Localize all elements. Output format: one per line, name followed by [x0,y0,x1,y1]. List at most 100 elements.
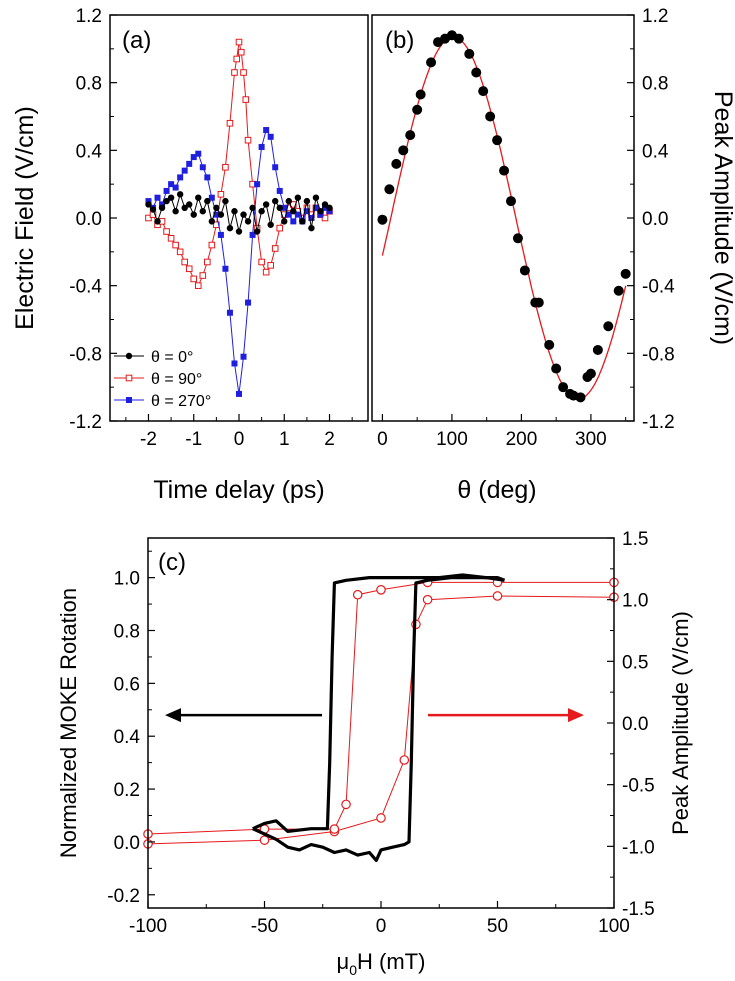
series-1-point-23 [240,69,247,76]
data-point-12 [464,48,475,59]
y-right-tick-label-1: -1.0 [622,837,655,858]
series-0-point-17 [222,197,229,205]
series-1-point-12 [199,272,207,279]
y-tick-label-5: 0.8 [76,74,102,95]
series-2-point-16 [217,231,224,238]
series-0-point-35 [303,197,311,205]
y-left-tick-label-3: 0.4 [114,727,141,748]
series-0-point-14 [208,218,216,225]
y-tick-label-1: -0.8 [69,344,102,365]
series-2-point-3 [159,201,166,208]
y-left-tick-label-1: 0.0 [114,833,140,854]
amplitude-increasing-point-7 [492,591,503,601]
series-0-point-6 [172,208,179,215]
series-0-point-9 [186,201,193,208]
series-0-point-31 [285,197,292,205]
series-2-point-7 [177,174,184,181]
panel-b-xlabel: θ (deg) [457,476,536,504]
series-0-point-40 [326,204,333,212]
series-1-point-30 [267,262,274,269]
series-2-point-2 [154,194,161,201]
series-0-point-2 [154,218,161,225]
series-2-point-39 [322,204,328,211]
y-tick-label-2: -0.4 [642,277,675,298]
series-1-point-0 [145,214,152,222]
panel-c-axes: -100 -50 0 50 100 -0.2 0.0 0.2 0.4 0.6 0.8 1.0 -1.5 -… [107,529,655,937]
series-1-point-29 [262,268,270,276]
data-point-15 [485,111,496,122]
series-1-point-22 [237,48,245,56]
amplitude-decreasing-point-3 [376,584,386,595]
data-point-5 [412,104,423,115]
series-0-point-28 [272,197,279,205]
y-tick-label-2: -0.4 [69,277,102,298]
series-2-point-8 [181,167,188,174]
series-0-point-12 [199,208,206,215]
panel-a: -2 -1 0 1 2 -1.2 -0.8 -0.4 0.0 0.4 0.8 1.2 (a) Time… [11,6,369,504]
series-0-point-11 [195,194,202,201]
series-2-point-25 [258,143,265,150]
legend-marker-1 [125,374,133,382]
data-point-33 [613,285,624,296]
series-1-point-11 [194,282,202,289]
series-2-point-14 [208,194,215,201]
series-0-point-7 [176,191,184,198]
data-point-32 [603,321,614,332]
series-0-point-1 [149,206,157,213]
x-tick-label-3: 50 [487,916,508,937]
y-left-tick-label-6: 1.0 [114,569,140,590]
panel-b-axes: 0 100 200 300 -1.2 -0.8 -0.4 0.0 0.4 0.8 1.2 [377,6,675,450]
y-tick-label-1: -0.8 [642,344,675,365]
y-tick-label-5: 0.8 [642,74,668,95]
series-2-point-28 [272,164,279,171]
y-tick-label-6: 1.2 [76,6,102,27]
series-1-point-42 [321,214,329,222]
legend-label-2: θ = 270° [151,393,211,410]
panel-a-legend: θ = 0° θ = 90° θ = 270° [114,349,211,410]
series-2-point-5 [168,181,175,188]
panel-c-ylabel-left: Normalized MOKE Rotation [56,588,81,858]
x-tick-label-4: 100 [598,916,630,937]
y-left-tick-label-0: -0.2 [107,886,140,907]
panel-c-ylabel-right: Peak Amplitude (V/cm) [668,611,693,835]
x-tick-label-0: -2 [140,429,157,450]
x-tick-label-2: 200 [506,429,538,450]
y-right-tick-label-0: -1.5 [622,899,655,920]
series-2-point-17 [222,265,229,272]
legend-marker-0 [125,352,133,360]
moke-increasing-line [252,576,506,862]
y-right-tick-label-6: 1.5 [622,529,648,550]
data-point-31 [592,344,603,355]
series-1-point-21 [235,38,243,46]
legend-marker-2 [126,397,132,403]
series-2-point-19 [231,360,238,367]
series-2-point-38 [317,211,324,218]
panel-b: 0 100 200 300 -1.2 -0.8 -0.4 0.0 0.4 0.8 1.2 (b) θ… [371,6,735,504]
series-1-point-16 [217,191,225,198]
y-left-tick-label-5: 0.8 [114,622,140,643]
series-2-point-37 [312,204,319,211]
series-2-point-11 [195,150,202,157]
x-tick-label-0: -100 [129,916,167,937]
series-2-point-13 [204,174,211,181]
series-0-point-15 [213,204,220,212]
series-1-point-15 [213,221,220,229]
amplitude-decreasing-point-5 [341,799,351,810]
series-2-point-24 [254,181,261,188]
series-0-point-23 [249,204,256,212]
data-point-13 [471,67,482,78]
data-point-23 [544,339,555,350]
panel-a-axes: -2 -1 0 1 2 -1.2 -0.8 -0.4 0.0 0.4 0.8 1.2 [69,6,353,450]
series-0-point-20 [235,228,243,235]
data-point-24 [551,363,562,374]
series-0-point-5 [167,194,175,201]
series-0-point-21 [240,211,247,218]
y-tick-label-3: 0.0 [76,209,102,230]
y-tick-label-6: 1.2 [642,6,668,27]
series-0-point-22 [244,218,252,225]
series-1-point-5 [167,235,175,242]
panel-a-data [145,38,333,397]
series-2-point-26 [263,127,270,134]
series-2-point-23 [249,231,256,238]
series-0-point-0 [145,201,152,208]
